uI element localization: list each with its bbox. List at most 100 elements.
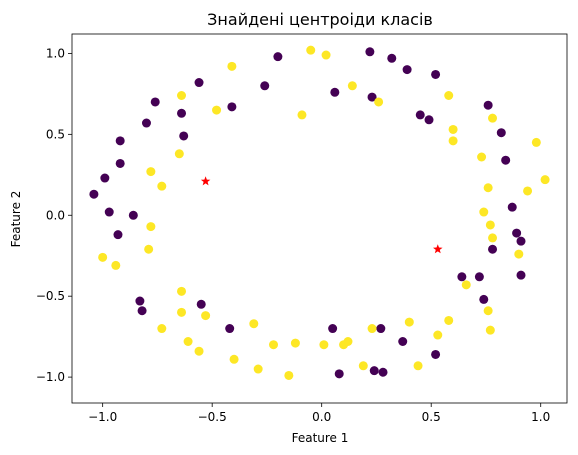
data-point-class-0 [150, 97, 160, 107]
centroid-marker [200, 176, 211, 186]
data-point-class-1 [146, 222, 156, 232]
x-tick-label: 0.5 [422, 410, 441, 424]
data-point-class-0 [483, 100, 493, 110]
data-point-class-0 [376, 324, 386, 334]
y-tick-label: −1.0 [36, 370, 65, 384]
data-point-class-0 [196, 299, 206, 309]
x-tick-label: −1.0 [88, 410, 117, 424]
data-point-class-1 [157, 324, 167, 334]
data-point-class-0 [89, 189, 99, 199]
data-point-class-1 [297, 110, 307, 120]
data-point-class-1 [485, 325, 495, 335]
data-point-class-0 [260, 81, 270, 91]
data-point-class-1 [404, 317, 414, 327]
data-point-class-1 [174, 149, 184, 159]
data-point-class-1 [448, 124, 458, 134]
data-point-class-1 [483, 306, 493, 316]
y-tick-label: −0.5 [36, 289, 65, 303]
data-point-class-1 [477, 152, 487, 162]
data-point-class-0 [507, 202, 517, 212]
data-point-class-0 [115, 158, 125, 168]
data-point-class-1 [157, 181, 167, 191]
data-point-class-0 [334, 369, 344, 379]
data-point-class-0 [100, 173, 110, 183]
data-point-class-0 [128, 210, 138, 220]
data-point-class-0 [424, 115, 434, 125]
data-point-class-1 [488, 113, 498, 123]
data-point-class-1 [249, 319, 259, 329]
data-point-class-1 [433, 330, 443, 340]
x-tick-label: 1.0 [531, 410, 550, 424]
y-tick-label: 0.0 [46, 208, 65, 222]
data-point-class-1 [227, 61, 237, 71]
data-point-class-0 [104, 207, 114, 217]
data-point-class-0 [365, 47, 375, 57]
data-point-class-0 [115, 136, 125, 146]
data-point-class-1 [319, 340, 329, 350]
data-point-class-0 [141, 118, 151, 128]
data-point-class-1 [444, 91, 454, 100]
data-point-class-0 [415, 110, 425, 120]
data-point-class-0 [225, 324, 235, 334]
data-point-class-1 [358, 361, 368, 371]
data-point-class-1 [177, 91, 187, 100]
data-point-class-0 [328, 324, 338, 334]
data-point-class-0 [402, 65, 412, 75]
data-point-class-1 [290, 338, 300, 348]
data-point-class-1 [514, 249, 524, 259]
data-point-class-1 [461, 280, 471, 290]
data-point-class-0 [398, 337, 408, 346]
y-tick-label: 0.5 [46, 127, 65, 141]
data-point-class-0 [431, 349, 441, 359]
data-point-class-1 [229, 354, 239, 364]
data-point-class-0 [516, 236, 526, 246]
data-point-class-0 [330, 87, 340, 97]
y-tick-label: 1.0 [46, 46, 65, 60]
data-point-class-1 [367, 324, 377, 334]
data-point-class-1 [540, 175, 550, 185]
x-axis-label: Feature 1 [292, 431, 349, 445]
data-point-class-0 [179, 131, 189, 141]
data-point-class-1 [306, 45, 316, 55]
data-point-class-1 [347, 81, 357, 91]
centroid-marker [433, 244, 443, 254]
data-point-class-1 [531, 137, 541, 147]
data-point-class-1 [485, 220, 495, 230]
x-tick-label: 0.0 [312, 410, 331, 424]
data-point-class-1 [183, 337, 193, 346]
data-point-class-0 [387, 53, 397, 63]
data-point-class-1 [253, 364, 263, 374]
data-point-class-0 [496, 128, 506, 138]
data-point-class-0 [273, 52, 283, 62]
x-tick-label: −0.5 [198, 410, 227, 424]
data-point-class-1 [413, 361, 423, 371]
data-point-class-1 [177, 286, 187, 296]
data-point-class-1 [177, 307, 187, 317]
data-point-class-0 [479, 294, 489, 304]
data-point-class-1 [374, 97, 384, 107]
data-point-class-0 [137, 306, 147, 316]
data-point-class-1 [523, 186, 533, 196]
data-point-class-1 [284, 370, 294, 380]
plot-area: −1.0 −0.5 0.0 0.5 1.0 −1.0 −0.5 0.0 0.5 1.0 [36, 33, 568, 424]
data-point-class-0 [369, 366, 379, 376]
data-point-class-1 [444, 315, 454, 325]
data-point-class-0 [516, 270, 526, 280]
chart-title: Знайдені центроіди класів [207, 10, 433, 29]
data-point-class-0 [227, 102, 237, 112]
data-point-class-1 [488, 233, 498, 243]
data-point-class-1 [212, 105, 222, 115]
data-point-class-0 [512, 228, 522, 238]
data-point-class-0 [367, 92, 377, 102]
y-axis-label: Feature 2 [9, 191, 23, 248]
data-point-class-1 [201, 311, 211, 321]
data-point-class-1 [479, 207, 489, 217]
data-point-class-0 [177, 108, 187, 118]
data-point-class-0 [488, 244, 498, 254]
data-point-class-1 [194, 346, 204, 356]
data-point-class-1 [111, 260, 121, 270]
data-point-class-1 [269, 340, 279, 350]
data-point-class-1 [98, 252, 108, 262]
data-point-class-1 [448, 136, 458, 146]
